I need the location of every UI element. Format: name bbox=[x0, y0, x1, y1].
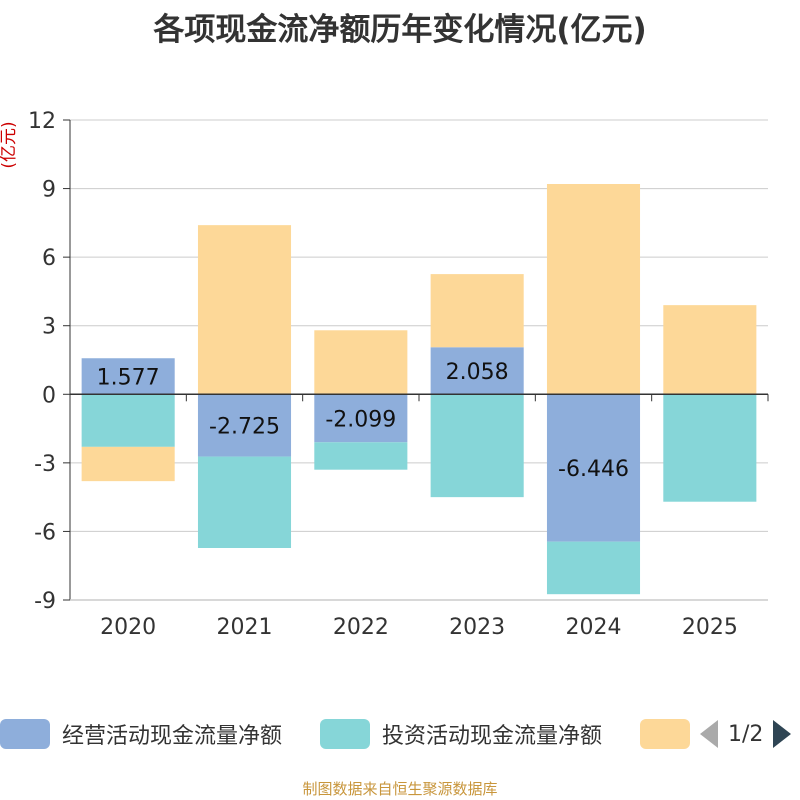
legend-item-operating[interactable]: 经营活动现金流量净额 bbox=[0, 714, 282, 754]
chevron-left-icon[interactable] bbox=[700, 720, 718, 748]
bar-segment bbox=[314, 330, 408, 395]
legend-pager: 1/2 bbox=[700, 714, 792, 754]
bar-segment bbox=[197, 456, 292, 548]
legend-item-investing[interactable]: 投资活动现金流量净额 bbox=[320, 714, 602, 754]
x-tick-label: 2020 bbox=[100, 615, 156, 640]
bar-segment bbox=[663, 305, 757, 395]
y-tick-label: 6 bbox=[42, 246, 56, 271]
chevron-right-icon[interactable] bbox=[773, 720, 792, 748]
legend-swatch bbox=[320, 719, 370, 749]
y-tick-label: 12 bbox=[28, 109, 56, 134]
y-tick-label: -3 bbox=[34, 452, 56, 477]
bar-segment bbox=[430, 394, 524, 498]
bar-segment bbox=[314, 442, 408, 470]
data-label: 2.058 bbox=[446, 360, 509, 385]
bar-chart: -9 -6 -3 0 3 6 9 12 2020 2021 2022 2023 2024 2025 1.5… bbox=[0, 109, 769, 640]
bar-segment bbox=[197, 225, 292, 395]
bar-group bbox=[81, 184, 757, 595]
bar-segment bbox=[663, 394, 757, 502]
data-label: -2.725 bbox=[209, 414, 280, 439]
x-tick-label: 2021 bbox=[217, 615, 273, 640]
x-tick-label: 2022 bbox=[333, 615, 389, 640]
y-tick-label: -9 bbox=[34, 589, 56, 614]
data-label: -6.446 bbox=[558, 457, 629, 482]
legend-page-indicator: 1/2 bbox=[728, 721, 764, 747]
bar-segment bbox=[81, 394, 175, 447]
x-tick-label: 2023 bbox=[449, 615, 505, 640]
bar-segment bbox=[81, 446, 175, 482]
source-note: 制图数据来自恒生聚源数据库 bbox=[302, 780, 498, 798]
legend-label: 投资活动现金流量净额 bbox=[382, 724, 603, 749]
y-tick-label: 9 bbox=[42, 178, 56, 203]
y-tick-label: 0 bbox=[42, 383, 56, 408]
legend-swatch bbox=[640, 719, 690, 749]
bar-segment bbox=[430, 347, 524, 395]
bar-segment bbox=[81, 358, 175, 395]
y-tick-label: -6 bbox=[34, 520, 56, 545]
legend-label: 经营活动现金流量净额 bbox=[62, 724, 283, 749]
chart-title: 各项现金流净额历年变化情况(亿元) bbox=[153, 12, 647, 48]
bar-segment bbox=[197, 394, 292, 457]
x-tick-label: 2024 bbox=[566, 615, 622, 640]
bar-segment bbox=[546, 541, 641, 595]
data-label: -2.099 bbox=[325, 407, 396, 432]
y-tick-label: 3 bbox=[42, 315, 56, 340]
x-tick-label: 2025 bbox=[682, 615, 738, 640]
bar-segment bbox=[430, 274, 524, 348]
data-label: 1.577 bbox=[97, 365, 160, 390]
legend: 经营活动现金流量净额 投资活动现金流量净额 bbox=[0, 714, 800, 754]
axes: -9 -6 -3 0 3 6 9 12 2020 2021 2022 2023 2024 2025 bbox=[28, 109, 769, 640]
legend-item-financing[interactable] bbox=[640, 714, 690, 754]
bar-segment bbox=[314, 394, 408, 443]
y-axis-label: (亿元) bbox=[0, 121, 19, 168]
data-labels: 1.577 -2.725 -2.099 2.058 -6.446 bbox=[97, 360, 629, 482]
bar-segment bbox=[546, 394, 641, 542]
bar-segment bbox=[546, 184, 641, 395]
legend-swatch bbox=[0, 719, 50, 749]
